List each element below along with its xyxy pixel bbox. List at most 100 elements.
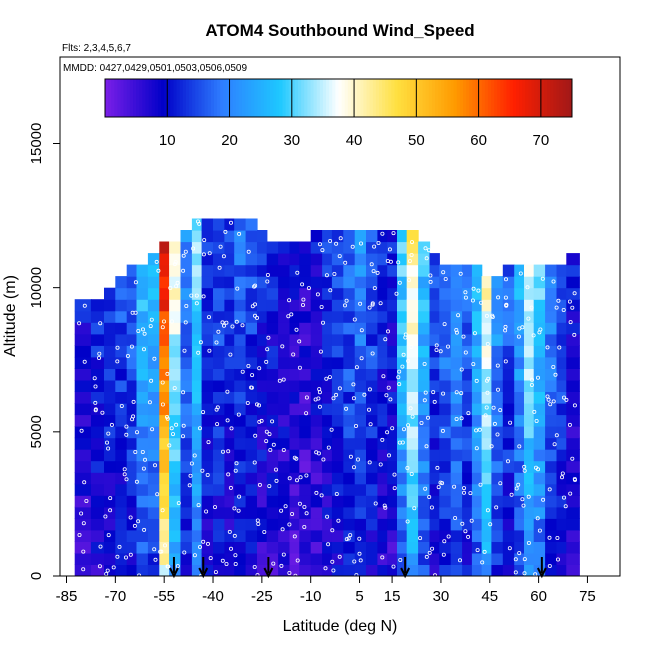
heatmap-cell [169,552,182,565]
heatmap-cell [278,541,291,554]
heatmap-cell [90,414,105,427]
observation-point [495,432,500,437]
observation-point [156,268,161,273]
heatmap-cell [524,287,535,300]
heatmap-cell [126,356,138,369]
colorbar-segment [117,79,122,117]
heatmap-cell [213,299,225,312]
observation-point [105,440,110,445]
heatmap-cell [462,276,473,289]
observation-point [474,378,479,383]
colorbar-segment [543,79,548,117]
heatmap-cell [310,241,323,254]
heatmap-cell [266,287,279,300]
heatmap-cell [481,449,492,462]
observation-point [148,324,153,329]
heatmap-cell [180,391,193,404]
heatmap-cell [147,495,160,508]
heatmap-cell [159,506,170,519]
heatmap-cell [310,333,323,346]
heatmap-cell [354,333,367,346]
heatmap-cell [136,276,149,289]
observation-point [232,506,237,511]
observation-point [314,450,319,455]
heatmap-cell [126,403,138,416]
heatmap-cell [74,506,92,519]
heatmap-cell [397,310,408,323]
observation-point [572,332,577,337]
heatmap-cell [462,322,473,335]
heatmap-cell [310,426,323,439]
observation-point [459,416,464,421]
observation-point [265,347,270,352]
observation-point [517,444,522,449]
heatmap-cell [566,379,580,392]
observation-point [454,390,459,395]
heatmap-cell [354,345,367,358]
colorbar-segment [136,79,140,117]
observation-point [383,337,388,342]
heatmap-cell [429,414,440,427]
heatmap-cell [377,345,388,358]
observation-point [423,390,428,395]
heatmap-cell [213,483,225,496]
heatmap-cell [115,414,128,427]
observation-point [233,562,238,567]
heatmap-cell [556,368,567,381]
observation-point [572,403,577,408]
heatmap-cell [104,345,116,358]
observation-point [424,444,429,449]
plot-frame [59,56,621,577]
heatmap-cell [310,276,323,289]
heatmap-cell [377,356,388,369]
x-axis: -85 -70 -55 -40 -25 -10 5 15 30 45 60 75 [56,576,596,605]
observation-point [192,553,197,558]
heatmap-cell [299,552,312,565]
observation-point [332,271,337,276]
colorbar-segment [568,79,573,117]
heatmap-cell [331,506,344,519]
heatmap-cell [224,414,235,427]
heatmap-cell [502,460,515,473]
observation-point [476,288,481,293]
observation-point [77,321,82,326]
observation-point [176,501,181,506]
heatmap-cell [387,495,398,508]
heatmap-cell [126,299,138,312]
heatmap-cell [224,230,235,243]
heatmap-cell [266,483,279,496]
observation-point [246,249,251,254]
heatmap-cell [387,276,398,289]
observation-point [212,505,217,510]
x-tick-label: 75 [579,588,596,605]
heatmap-cell [213,472,225,485]
heatmap-cell [104,310,116,323]
heatmap-cell [450,449,463,462]
heatmap-cell [331,276,344,289]
observation-point [317,242,322,247]
observation-point [122,472,127,477]
colorbar-segment [391,79,396,117]
heatmap-cell [104,518,116,531]
heatmap-cell [266,460,279,473]
heatmap-cell [429,506,440,519]
heatmap-cell [491,552,504,565]
observation-point [320,248,325,253]
heatmap-cell [556,529,567,542]
heatmap-cell [481,310,492,323]
observation-point [521,503,526,508]
heatmap-cell [514,449,525,462]
observation-point [192,453,197,458]
heatmap-cell [471,391,483,404]
heatmap-cell [439,264,452,277]
heatmap-cell [289,379,300,392]
heatmap-cell [136,345,149,358]
heatmap-cell [322,414,333,427]
heatmap-cell [429,426,440,439]
heatmap-cell [566,483,580,496]
heatmap-cell [289,552,300,565]
heatmap-cell [90,333,105,346]
observation-point [287,522,292,527]
observation-point [407,259,412,264]
heatmap-cell [147,529,160,542]
